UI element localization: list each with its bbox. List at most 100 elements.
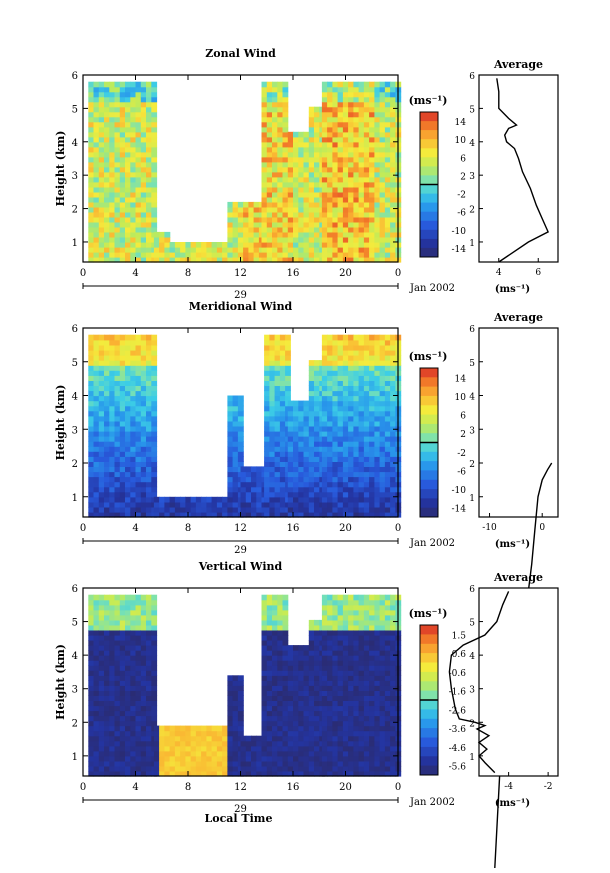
heatmap-cell	[104, 715, 110, 722]
heatmap-cell	[332, 196, 339, 203]
heatmap-cell	[109, 594, 116, 601]
heatmap-cell	[130, 720, 137, 727]
heatmap-cell	[146, 451, 152, 457]
heatmap-cell	[332, 221, 339, 228]
heatmap-cell	[119, 146, 126, 153]
heatmap-cell	[327, 420, 333, 427]
average-y-tick-label: 6	[469, 585, 475, 595]
heatmap-cell	[93, 446, 100, 452]
heatmap-cell	[308, 501, 315, 508]
heatmap-cell	[114, 201, 121, 208]
heatmap-cell	[93, 176, 100, 183]
heatmap-cell	[332, 740, 339, 747]
heatmap-cell	[314, 471, 320, 478]
heatmap-cell	[272, 705, 278, 712]
heatmap-cell	[151, 81, 158, 88]
heatmap-cell	[369, 604, 375, 611]
heatmap-cell	[379, 211, 386, 218]
heatmap-cell	[293, 750, 299, 757]
heatmap-cell	[151, 710, 158, 717]
heatmap-cell	[190, 496, 197, 503]
heatmap-cell	[390, 506, 396, 513]
heatmap-cell	[379, 146, 386, 153]
heatmap-cell	[140, 156, 147, 163]
heatmap-cell	[358, 660, 365, 666]
heatmap-cell	[146, 740, 152, 747]
heatmap-cell	[146, 695, 152, 701]
heatmap-cell	[374, 420, 381, 427]
heatmap-cell	[303, 665, 310, 671]
heatmap-cell	[298, 670, 305, 676]
heatmap-cell	[266, 730, 273, 737]
heatmap-cell	[337, 176, 344, 183]
heatmap-cell	[277, 171, 284, 178]
heatmap-cell	[374, 375, 381, 381]
heatmap-cell	[303, 771, 310, 777]
heatmap-cell	[109, 161, 116, 168]
heatmap-cell	[327, 415, 333, 422]
heatmap-cell	[135, 675, 142, 681]
heatmap-cell	[114, 685, 121, 691]
heatmap-cell	[342, 156, 349, 163]
heatmap-cell	[327, 594, 333, 601]
heatmap-cell	[358, 201, 365, 208]
heatmap-cell	[261, 196, 268, 203]
heatmap-cell	[379, 370, 386, 376]
heatmap-cell	[119, 226, 126, 233]
heatmap-cell	[98, 670, 105, 676]
heatmap-cell	[272, 146, 278, 153]
heatmap-cell	[293, 665, 299, 671]
heatmap-cell	[125, 355, 131, 361]
heatmap-cell	[104, 370, 110, 376]
heatmap-cell	[327, 400, 333, 407]
heatmap-cell	[282, 650, 289, 656]
heatmap-cell	[327, 690, 333, 696]
heatmap-cell	[277, 211, 284, 218]
heatmap-cell	[104, 101, 110, 108]
heatmap-cell	[93, 131, 100, 138]
colorbar-tick-label: 10	[455, 136, 467, 146]
heatmap-cell	[308, 380, 315, 386]
heatmap-cell	[151, 166, 158, 173]
heatmap-cell	[114, 660, 121, 666]
heatmap-cell	[125, 685, 131, 691]
heatmap-cell	[321, 760, 328, 767]
heatmap-cell	[337, 360, 344, 366]
heatmap-cell	[308, 231, 315, 238]
heatmap-cell	[151, 226, 158, 233]
heatmap-cell	[125, 106, 131, 113]
heatmap-cell	[298, 471, 305, 478]
heatmap-cell	[282, 599, 289, 606]
heatmap-cell	[358, 126, 365, 133]
heatmap-cell	[272, 106, 278, 113]
heatmap-cell	[321, 755, 328, 762]
heatmap-cell	[146, 705, 152, 712]
heatmap-cell	[114, 111, 121, 118]
heatmap-cell	[277, 750, 284, 757]
heatmap-cell	[337, 410, 344, 417]
heatmap-cell	[119, 720, 126, 727]
heatmap-cell	[88, 242, 95, 248]
heatmap-cell	[119, 740, 126, 747]
heatmap-cell	[342, 700, 349, 707]
heatmap-cell	[287, 436, 294, 442]
heatmap-cell	[321, 415, 328, 422]
heatmap-cell	[327, 501, 333, 508]
heatmap-cell	[232, 710, 239, 717]
heatmap-cell	[384, 355, 391, 361]
heatmap-cell	[130, 594, 137, 601]
heatmap-cell	[180, 501, 186, 508]
heatmap-cell	[256, 471, 263, 478]
heatmap-cell	[146, 206, 152, 213]
heatmap-cell	[151, 425, 158, 432]
heatmap-cell	[109, 237, 116, 243]
heatmap-cell	[342, 720, 349, 727]
heatmap-cell	[374, 594, 381, 601]
heatmap-cell	[104, 619, 110, 626]
heatmap-cell	[327, 765, 333, 772]
colorbar-step	[420, 405, 438, 416]
heatmap-cell	[146, 91, 152, 98]
colorbar-tick-label: -6	[457, 209, 466, 219]
heatmap-cell	[130, 415, 137, 422]
heatmap-cell	[98, 501, 105, 508]
